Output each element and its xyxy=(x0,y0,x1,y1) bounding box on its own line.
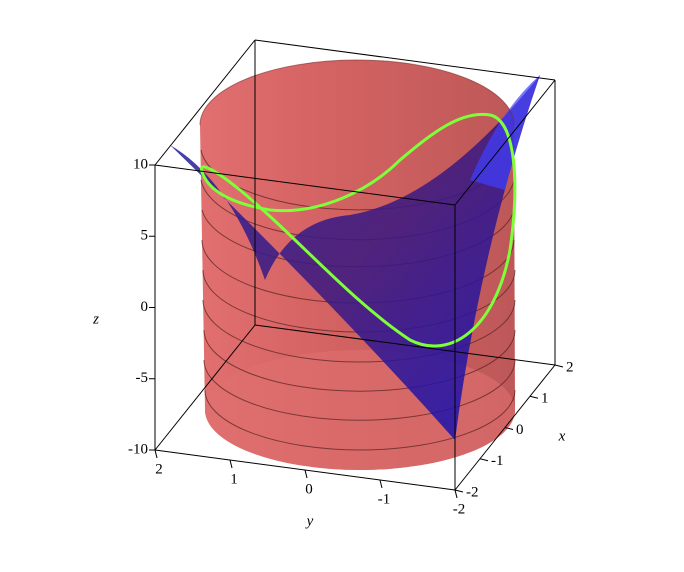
cylinder-bottom xyxy=(205,350,515,470)
z-tick-label: -5 xyxy=(136,370,149,386)
x-tick-label: -2 xyxy=(466,484,479,500)
box-edge xyxy=(154,324,256,451)
plot-scene xyxy=(170,59,540,470)
box-edge xyxy=(454,79,556,206)
z-tick-label: -10 xyxy=(128,441,148,457)
y-tick xyxy=(154,449,158,459)
x-tick xyxy=(529,395,539,399)
saddle-surface xyxy=(170,75,540,440)
x-axis-label: x xyxy=(558,428,566,444)
saddle-back xyxy=(470,75,540,190)
y-tick xyxy=(454,489,458,499)
z-tick-label: 5 xyxy=(141,228,149,244)
y-tick-label: 0 xyxy=(305,481,313,497)
y-tick-label: -2 xyxy=(453,501,466,517)
box-edge xyxy=(254,324,556,366)
x-tick-label: 1 xyxy=(541,391,549,407)
y-tick-label: 2 xyxy=(155,461,163,477)
z-tick-label: 0 xyxy=(141,299,149,315)
y-tick xyxy=(304,469,308,479)
y-tick xyxy=(229,459,233,469)
y-axis-label: y xyxy=(305,513,314,529)
box-edge xyxy=(154,39,256,166)
x-tick xyxy=(454,489,464,493)
x-tick xyxy=(554,364,564,368)
x-tick-label: 2 xyxy=(566,359,574,375)
x-tick-label: -1 xyxy=(491,453,504,469)
z-tick-label: 10 xyxy=(133,156,148,172)
y-tick-label: -1 xyxy=(378,491,391,507)
y-tick-label: 1 xyxy=(230,471,238,487)
intersection-curve xyxy=(199,112,517,348)
x-tick xyxy=(504,427,514,430)
cylinder-top-rim xyxy=(199,59,515,126)
z-axis-label: z xyxy=(92,311,99,327)
box-edge xyxy=(154,164,456,206)
box-edge xyxy=(254,39,556,81)
x-tick-label: 0 xyxy=(516,422,524,438)
y-tick xyxy=(379,479,383,489)
x-tick xyxy=(479,458,489,462)
